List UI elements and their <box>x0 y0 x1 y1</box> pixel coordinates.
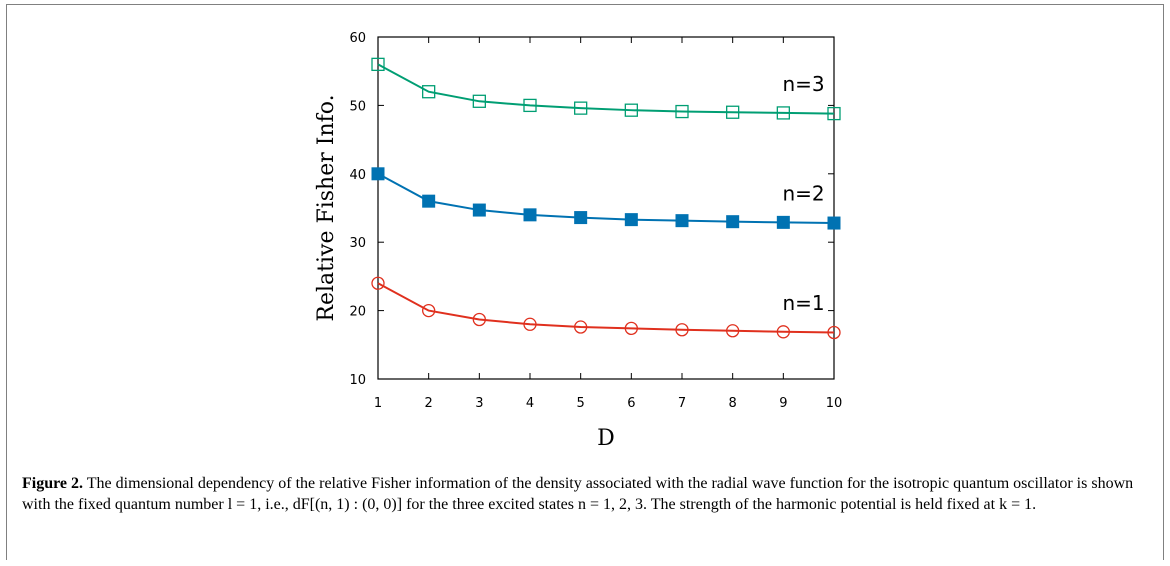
data-point <box>422 85 436 99</box>
caption-label: Figure 2. <box>22 475 84 492</box>
chart: 1 2 3 4 5 6 7 8 9 10 10 20 30 40 50 60 n=1 n=2 n=3 Relati… <box>314 31 842 451</box>
x-tick-label: 2 <box>425 396 433 411</box>
x-tick-label: 10 <box>826 396 843 411</box>
axis-ticks: 1 2 3 4 5 6 7 8 9 10 10 20 30 40 50 60 <box>349 31 842 411</box>
data-point <box>574 101 588 115</box>
data-point <box>624 213 638 227</box>
series-n=3: n=3 <box>371 57 841 121</box>
series-line <box>377 282 835 334</box>
y-axis-title: Relative Fisher Info. <box>314 94 339 321</box>
data-point <box>827 325 841 340</box>
data-point <box>523 208 537 222</box>
plot-area-border <box>377 36 835 380</box>
data-point <box>371 167 385 181</box>
data-point <box>472 203 486 217</box>
data-point <box>624 103 638 117</box>
series-line <box>377 63 835 115</box>
y-tick-label: 10 <box>349 373 366 388</box>
figure-frame <box>6 4 1164 560</box>
x-tick-label: 5 <box>577 396 585 411</box>
x-tick-label: 6 <box>627 396 635 411</box>
data-point <box>827 106 841 121</box>
data-point <box>574 320 588 334</box>
data-point <box>726 215 740 229</box>
y-tick-label: 60 <box>349 31 366 46</box>
y-tick-label: 40 <box>349 168 366 183</box>
x-tick-label: 7 <box>678 396 686 411</box>
data-point <box>371 57 385 72</box>
data-point <box>422 194 436 208</box>
data-point <box>726 324 740 338</box>
series-n=2: n=2 <box>371 167 841 230</box>
series-layer: n=1 n=2 n=3 <box>371 57 841 340</box>
data-point <box>675 104 689 119</box>
y-tick-label: 50 <box>349 99 366 114</box>
data-point <box>726 105 740 119</box>
data-point <box>472 312 486 327</box>
x-tick-label: 8 <box>729 396 737 411</box>
data-point <box>776 215 790 229</box>
data-point <box>624 321 638 336</box>
series-label: n=3 <box>783 72 825 96</box>
series-label: n=2 <box>783 181 825 205</box>
series-line <box>377 172 835 225</box>
x-axis-title: D <box>597 426 615 451</box>
data-point <box>472 94 486 108</box>
data-point <box>523 98 537 113</box>
x-tick-label: 3 <box>475 396 483 411</box>
data-point <box>371 276 385 290</box>
data-point <box>776 325 790 339</box>
data-point <box>574 211 588 225</box>
y-tick-label: 30 <box>349 236 366 251</box>
data-point <box>827 216 841 230</box>
caption-text: The dimensional dependency of the relati… <box>22 475 1134 513</box>
figure-caption: Figure 2. The dimensional dependency of … <box>22 473 1147 515</box>
x-tick-label: 9 <box>779 396 787 411</box>
data-point <box>776 106 790 120</box>
data-point <box>675 214 689 228</box>
series-label: n=1 <box>783 291 825 315</box>
y-tick-label: 20 <box>349 305 366 320</box>
x-tick-label: 1 <box>374 396 382 411</box>
data-point <box>422 303 436 318</box>
data-point <box>675 323 689 337</box>
data-point <box>523 317 537 331</box>
x-tick-label: 4 <box>526 396 534 411</box>
series-n=1: n=1 <box>371 276 841 340</box>
